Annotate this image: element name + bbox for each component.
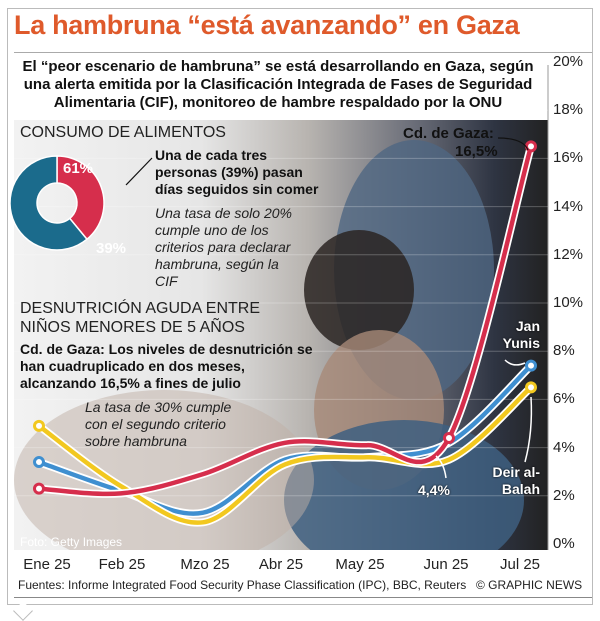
deir-arrow	[524, 396, 533, 463]
y-tick-label: 8%	[553, 342, 575, 360]
gaza-arrow	[497, 137, 529, 151]
photo-credit: Foto: Getty Images	[20, 535, 123, 549]
title-divider	[14, 52, 592, 53]
intro-text: El “peor escenario de hambruna” se está …	[22, 58, 534, 111]
footer-divider	[14, 597, 592, 598]
food-callout: Una de cada tres personas (39%) pasan dí…	[155, 147, 319, 197]
x-tick-label: Jun 25	[423, 556, 469, 573]
data-point	[33, 419, 45, 432]
sources: Fuentes: Informe Integrated Food Securit…	[18, 578, 467, 592]
y-tick-label: 4%	[553, 438, 575, 456]
jun-arrow	[435, 455, 447, 479]
food-note: Una tasa de solo 20% cumple uno de los c…	[155, 205, 292, 289]
x-tick-label: Jul 25	[499, 556, 541, 573]
malnutrition-text: Cd. de Gaza: Los niveles de desnutrición…	[20, 341, 313, 391]
y-tick-label: 14%	[553, 197, 584, 215]
x-tick-label: Mzo 25	[180, 556, 230, 573]
callout-arrow	[125, 157, 153, 186]
gaza-label: Cd. de Gaza:	[403, 125, 494, 142]
deir-label: Deir al-Balah	[492, 464, 540, 497]
data-point	[33, 456, 45, 469]
x-tick-label: Abr 25	[258, 556, 304, 573]
malnutrition-note: La tasa de 30% cumple con el segundo cri…	[85, 399, 232, 449]
data-point	[33, 482, 45, 495]
y-tick-label: 10%	[553, 294, 584, 311]
y-axis-column	[548, 55, 592, 550]
page-title: La hambruna “está avanzando” en Gaza	[14, 10, 520, 40]
jun-value-label: 4,4%	[418, 482, 450, 498]
x-tick-label: Ene 25	[23, 556, 71, 573]
y-tick-label: 6%	[553, 390, 575, 408]
y-tick-label: 0%	[553, 535, 575, 552]
y-tick-label: 12%	[553, 245, 584, 263]
data-point	[525, 381, 537, 394]
photo-child-head	[304, 230, 414, 350]
y-tick-label: 20%	[553, 53, 584, 70]
donut-label-39: 39%	[96, 240, 127, 257]
data-point	[525, 359, 537, 372]
donut-slice	[56, 155, 105, 241]
copyright: © GRAPHIC NEWS	[476, 578, 583, 592]
y-tick-label: 2%	[553, 486, 575, 504]
series-line-deir-al-balah	[37, 385, 533, 525]
series-line-cd-de-gaza	[38, 145, 534, 497]
jan-yunis-label: Jan Yunis	[502, 318, 540, 351]
malnutrition-heading: DESNUTRICIÓN AGUDA ENTRE NIÑOS MENORES D…	[20, 300, 261, 336]
data-point	[443, 431, 455, 444]
food-heading: CONSUMO DE ALIMENTOS	[20, 124, 226, 141]
donut-label-61: 61%	[63, 160, 94, 177]
donut-slice	[9, 155, 89, 251]
x-tick-label: Feb 25	[98, 556, 146, 573]
jan-yunis-arrow	[504, 359, 526, 366]
y-tick-label: 16%	[553, 149, 584, 167]
y-tick-label: 18%	[553, 101, 584, 119]
x-tick-label: May 25	[335, 556, 385, 573]
gaza-value: 16,5%	[455, 143, 498, 160]
